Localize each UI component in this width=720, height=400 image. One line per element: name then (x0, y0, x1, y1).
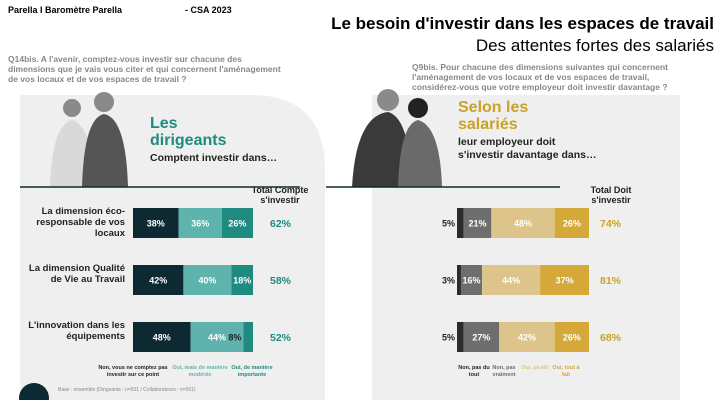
total-label: 62% (270, 218, 292, 230)
bar-segment (178, 208, 222, 238)
bar-segment (133, 208, 179, 238)
value-label: 38% (147, 219, 165, 229)
bar-segment (183, 265, 232, 295)
total-title: Total Doit s'investir (590, 185, 632, 205)
bar-segment (133, 265, 184, 295)
legend-label: Oui, de manière importante (231, 365, 273, 378)
value-label: 5% (442, 333, 455, 343)
legend-label: Oui, tout à fait (552, 365, 580, 378)
footer: Base : ensemble (Dirigeants : n=501 / Co… (58, 387, 196, 393)
total-label: 58% (270, 275, 292, 287)
heading: Les dirigeants (150, 115, 227, 149)
bar-segment (190, 322, 244, 352)
subtitle: Des attentes fortes des salariés (475, 36, 714, 55)
bar-segment (457, 208, 464, 238)
brand: Parella I Baromètre Parella (8, 5, 123, 15)
bar-segment (554, 322, 589, 352)
total-label: 68% (600, 332, 622, 344)
bar-segment (221, 208, 253, 238)
value-label: 18% (233, 276, 251, 286)
bar-segment (499, 322, 555, 352)
legend-label: Oui, plutôt (521, 365, 549, 371)
value-label: 42% (149, 276, 167, 286)
value-label: 44% (502, 276, 520, 286)
value-label: 3% (442, 276, 455, 286)
value-label: 8% (228, 333, 241, 343)
category-label: L'innovation dans les équipements (28, 320, 125, 342)
question: Q9bis. Pour chacune des dimensions suiva… (412, 62, 669, 92)
value-label: 36% (191, 219, 209, 229)
title: Le besoin d'investir dans les espaces de… (331, 14, 714, 33)
value-label: 27% (472, 333, 490, 343)
question: Q14bis. A l'avenir, comptez-vous investi… (8, 54, 281, 84)
value-label: 40% (198, 276, 216, 286)
total-title: Total Compte s'investir (251, 185, 309, 205)
total-label: 52% (270, 332, 292, 344)
value-label: 48% (153, 333, 171, 343)
bar-segment (491, 208, 555, 238)
bar-segment (463, 322, 500, 352)
total-label: 81% (600, 275, 622, 287)
bar-segment (554, 208, 589, 238)
value-label: 48% (514, 219, 532, 229)
category-label: La dimension Qualité de Vie au Travail (28, 263, 125, 285)
bar-segment (457, 322, 464, 352)
legend-label: Non, vous ne comptez pas investir sur ce… (98, 365, 168, 378)
value-label: 26% (228, 219, 246, 229)
bar-segment (133, 322, 191, 352)
legend-label: Non, pas du tout (458, 365, 490, 378)
bar-segment (231, 265, 253, 295)
subheading: leur employeur doit s'investir davantage… (458, 136, 597, 161)
value-label: 44% (208, 333, 226, 343)
source: - CSA 2023 (185, 5, 232, 15)
category-label: La dimension éco-responsable de vos loca… (36, 206, 125, 239)
legend-label: Non, pas vraiment (492, 365, 516, 378)
bar-segment (243, 322, 253, 352)
value-label: 37% (556, 276, 574, 286)
photo (50, 89, 442, 187)
decoration (19, 383, 49, 400)
value-label: 16% (463, 276, 481, 286)
value-label: 21% (468, 219, 486, 229)
bar-segment (457, 265, 461, 295)
value-label: 42% (518, 333, 536, 343)
value-label: 26% (563, 219, 581, 229)
value-label: 26% (563, 333, 581, 343)
value-label: 5% (442, 219, 455, 229)
subheading: Comptent investir dans… (150, 152, 278, 164)
bar-segment (460, 265, 483, 295)
bar-segment (540, 265, 589, 295)
heading: Selon les salariés (458, 99, 529, 133)
bar-segment (482, 265, 541, 295)
bar-segment (463, 208, 492, 238)
legend-label: Oui, mais de manière modérée (172, 365, 228, 378)
total-label: 74% (600, 218, 622, 230)
